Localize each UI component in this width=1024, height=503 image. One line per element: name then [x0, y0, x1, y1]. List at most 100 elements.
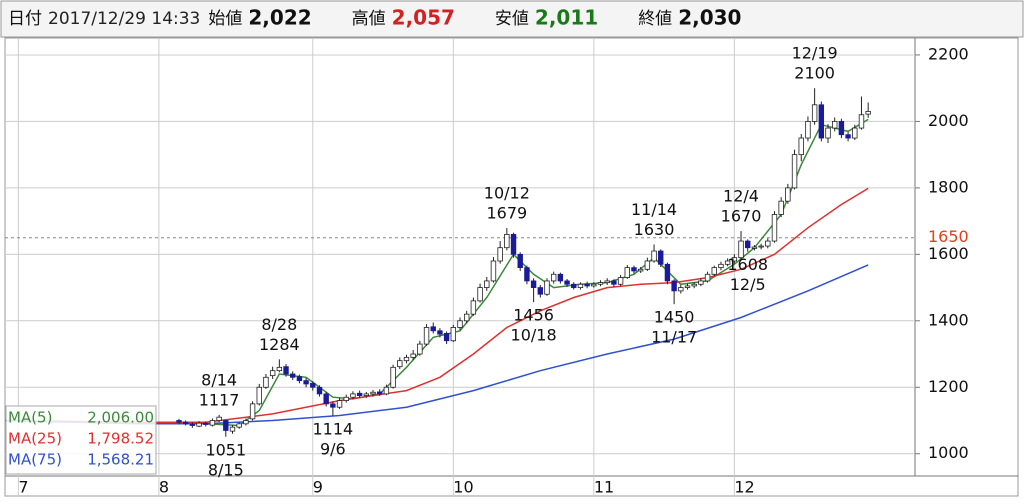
candle-body — [838, 121, 845, 136]
candle-body — [223, 420, 229, 431]
candle-body — [256, 386, 262, 405]
candle-body — [825, 127, 831, 139]
annotation-date: 12/5 — [730, 275, 766, 294]
candle-body — [611, 280, 617, 285]
candle-body — [745, 240, 751, 249]
annotation-date: 12/19 — [792, 44, 838, 63]
header-label: 日付 — [8, 9, 42, 29]
candle-body — [243, 420, 249, 425]
chart-frame — [4, 37, 1019, 497]
x-tick-label: 7 — [18, 478, 28, 497]
candle-body — [283, 366, 289, 375]
x-tick-label: 8 — [159, 478, 169, 497]
x-tick-label: 11 — [594, 478, 614, 497]
candle-body — [377, 391, 383, 395]
candle-body — [417, 343, 423, 355]
candle-body — [765, 240, 771, 247]
candle-body — [577, 283, 584, 288]
candle-body — [550, 273, 557, 282]
header-label: 高値 — [352, 9, 386, 29]
candle-body — [684, 285, 691, 288]
candle-body — [423, 327, 430, 345]
y-tick-label: 2000 — [928, 111, 969, 130]
candle-body — [209, 420, 216, 426]
y-tick-label: 1800 — [928, 177, 969, 196]
annotation-price: 2100 — [794, 64, 835, 83]
candle-body — [263, 376, 269, 388]
candle-body — [437, 330, 443, 335]
header-label: 始値 — [208, 9, 242, 29]
candle-body — [390, 366, 396, 388]
candle-body — [698, 280, 704, 285]
candle-body — [758, 245, 764, 248]
candle-body — [530, 280, 537, 288]
candle-body — [504, 234, 510, 249]
candle-body — [323, 393, 329, 405]
candle-body — [276, 366, 283, 372]
candle-body — [343, 396, 349, 401]
candle-body — [798, 137, 804, 156]
candle-body — [678, 287, 684, 292]
candle-body — [470, 300, 477, 315]
candle-body — [718, 263, 724, 269]
candle-body — [189, 424, 196, 426]
annotation-price: 1284 — [259, 335, 300, 354]
candle-body — [477, 287, 483, 302]
legend-name: MA(25) — [8, 430, 62, 448]
candle-body — [229, 426, 236, 432]
candle-body — [564, 280, 570, 285]
annotation-date: 9/6 — [320, 439, 346, 458]
x-tick-label: 9 — [313, 478, 323, 497]
header-label: 安値 — [495, 9, 529, 29]
grid — [5, 38, 920, 496]
candle-body — [604, 280, 610, 283]
candle-body — [490, 260, 497, 282]
candle-body — [731, 257, 738, 262]
candle-body — [336, 400, 343, 408]
y-tick-label: 1600 — [928, 244, 969, 263]
candle-body — [510, 234, 517, 255]
candle-body — [651, 250, 657, 262]
candle-body — [216, 416, 222, 421]
candle-body — [290, 373, 296, 378]
candle-body — [249, 403, 256, 420]
candle-body — [751, 246, 758, 249]
header-bar — [0, 0, 1024, 38]
annotation-price: 1608 — [727, 255, 768, 274]
header-value: 2,030 — [678, 6, 741, 30]
candle-body — [571, 283, 577, 288]
candle-body — [463, 313, 470, 322]
candle-body — [303, 380, 309, 385]
candle-body — [624, 267, 630, 279]
candle-body — [778, 200, 784, 215]
header-value: 2,022 — [248, 6, 311, 30]
annotation-price: 1630 — [634, 220, 675, 239]
annotation-price: 1456 — [513, 306, 554, 325]
candle-body — [658, 250, 664, 265]
candle-body — [410, 353, 416, 358]
legend-value: 1,798.52 — [87, 430, 154, 448]
legend-name: MA(75) — [8, 451, 62, 469]
candle-body — [203, 422, 209, 425]
candle-body — [791, 154, 798, 189]
annotation-price: 1679 — [486, 204, 527, 223]
candle-body — [524, 267, 530, 282]
annotation-price: 1670 — [721, 207, 762, 226]
candle-body — [704, 273, 711, 282]
candle-body — [176, 420, 182, 423]
y-tick-label: 1400 — [928, 310, 969, 329]
candle-body — [637, 268, 644, 272]
candle-body — [584, 283, 590, 287]
labels: 1000 1200 1400 1600 1800 2000 2200 7 8 9 10 11 12 165… — [5, 44, 969, 497]
candle-body — [557, 273, 564, 282]
candle-body — [517, 253, 523, 269]
legend-name: MA(5) — [8, 409, 52, 427]
annotation-price: 1450 — [654, 308, 695, 327]
candle-body — [644, 260, 651, 270]
candle-body — [818, 104, 825, 139]
legend-box — [5, 405, 157, 475]
marks — [4, 88, 871, 437]
candle-body — [383, 386, 390, 395]
candle-body — [711, 267, 717, 275]
